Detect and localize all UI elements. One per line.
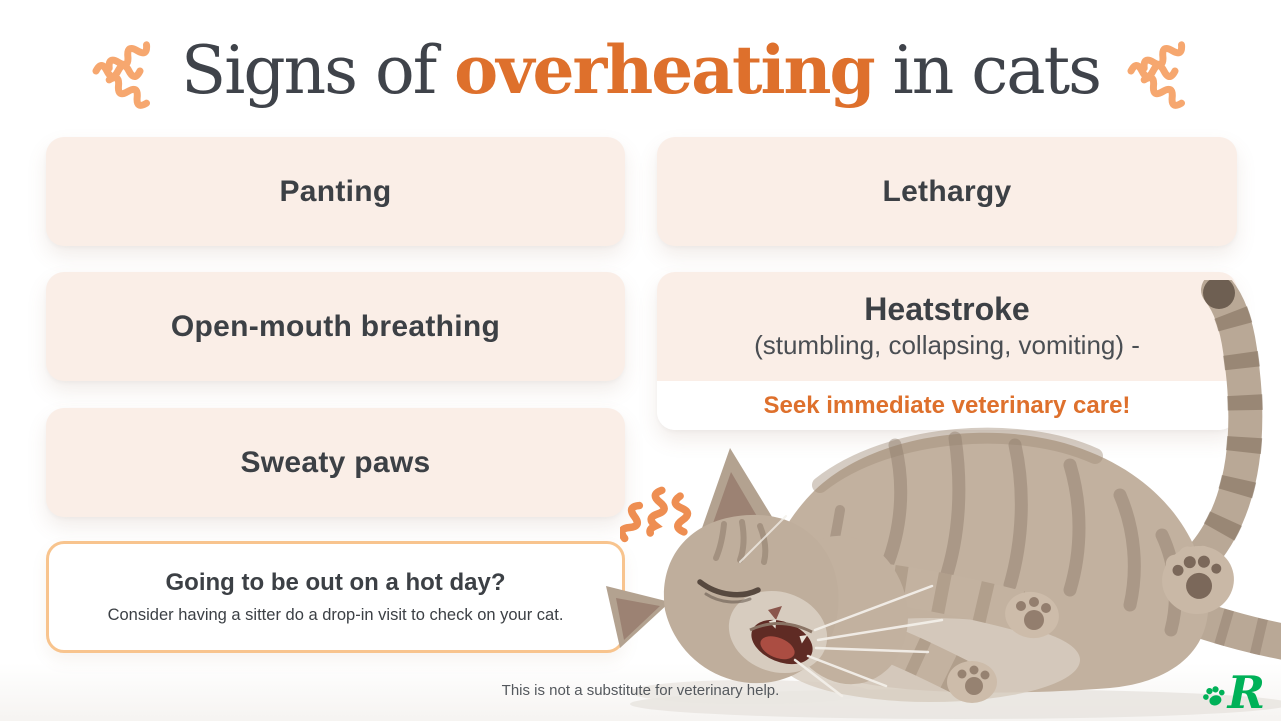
header: Signs of overheating in cats <box>0 22 1281 118</box>
sign-card-lethargy: Lethargy <box>657 137 1237 246</box>
heatstroke-alert-strip: Seek immediate veterinary care! <box>657 381 1237 430</box>
heatstroke-alert-text: Seek immediate veterinary care! <box>763 391 1131 419</box>
rover-logo-letter: R <box>1227 666 1265 720</box>
disclaimer-text: This is not a substitute for veterinary … <box>501 682 780 699</box>
heatstroke-top: Heatstroke (stumbling, collapsing, vomit… <box>657 272 1237 381</box>
heatstroke-detail: (stumbling, collapsing, vomiting) - <box>754 330 1140 361</box>
title-suffix: in cats <box>873 31 1102 109</box>
page-title: Signs of overheating in cats <box>181 37 1102 104</box>
sign-label: Sweaty paws <box>240 445 431 479</box>
sign-card-panting: Panting <box>46 137 625 246</box>
heatstroke-title: Heatstroke <box>864 290 1030 327</box>
heat-waves-right-icon <box>1127 41 1186 109</box>
tip-card: Going to be out on a hot day? Consider h… <box>46 541 625 653</box>
title-prefix: Signs of <box>181 31 455 109</box>
tip-body: Consider having a sitter do a drop-in vi… <box>107 606 564 624</box>
heat-waves-left-icon <box>92 41 151 109</box>
title-highlight: overheating <box>454 30 876 109</box>
sign-label: Panting <box>279 174 392 208</box>
rover-logo: R <box>1201 666 1265 720</box>
sign-card-sweaty-paws: Sweaty paws <box>46 408 625 517</box>
sign-label: Lethargy <box>882 174 1012 208</box>
sign-card-open-mouth-breathing: Open-mouth breathing <box>46 272 625 381</box>
heat-squiggles-icon <box>620 486 692 543</box>
tip-title: Going to be out on a hot day? <box>165 569 506 596</box>
paw-icon <box>1202 686 1225 706</box>
sign-label: Open-mouth breathing <box>170 309 501 343</box>
sign-card-heatstroke: Heatstroke (stumbling, collapsing, vomit… <box>657 272 1237 430</box>
